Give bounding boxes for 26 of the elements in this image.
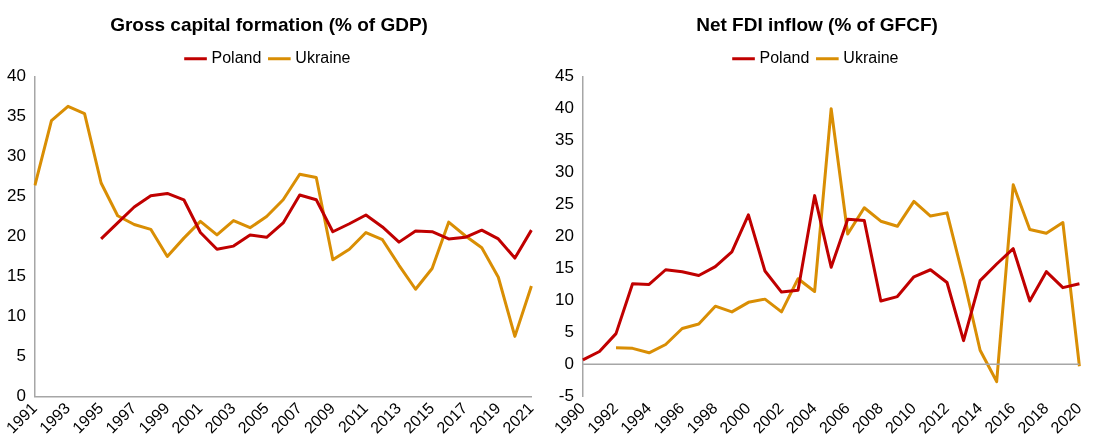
y-tick-label: 5 bbox=[16, 346, 26, 366]
chart-title: Gross capital formation (% of GDP) bbox=[110, 13, 428, 35]
y-tick-label: 0 bbox=[564, 354, 574, 373]
y-tick-label: 40 bbox=[554, 98, 574, 118]
y-tick-label: 35 bbox=[6, 106, 26, 126]
legend-label: Poland bbox=[759, 49, 810, 67]
y-tick-label: 20 bbox=[554, 226, 574, 246]
y-tick-label: 40 bbox=[6, 66, 26, 86]
y-tick-label: 10 bbox=[6, 306, 26, 326]
y-tick-label: 5 bbox=[564, 322, 574, 342]
y-tick-label: 45 bbox=[554, 66, 574, 86]
y-tick-label: 30 bbox=[6, 146, 26, 166]
y-tick-label: 0 bbox=[16, 385, 26, 405]
y-tick-label: 10 bbox=[554, 290, 574, 310]
y-tick-label: 15 bbox=[554, 258, 574, 278]
y-tick-label: 35 bbox=[554, 130, 574, 150]
y-tick-label: 30 bbox=[554, 162, 574, 182]
y-tick-label: 20 bbox=[6, 226, 26, 246]
y-tick-label: -5 bbox=[558, 385, 574, 405]
y-tick-label: 25 bbox=[554, 194, 574, 214]
legend-label: Poland bbox=[211, 49, 262, 67]
y-tick-label: 15 bbox=[6, 266, 26, 286]
y-tick-label: 25 bbox=[6, 186, 26, 206]
chart-title: Net FDI inflow (% of GFCF) bbox=[696, 13, 938, 35]
legend-label: Ukraine bbox=[295, 49, 351, 67]
legend-label: Ukraine bbox=[843, 49, 899, 67]
